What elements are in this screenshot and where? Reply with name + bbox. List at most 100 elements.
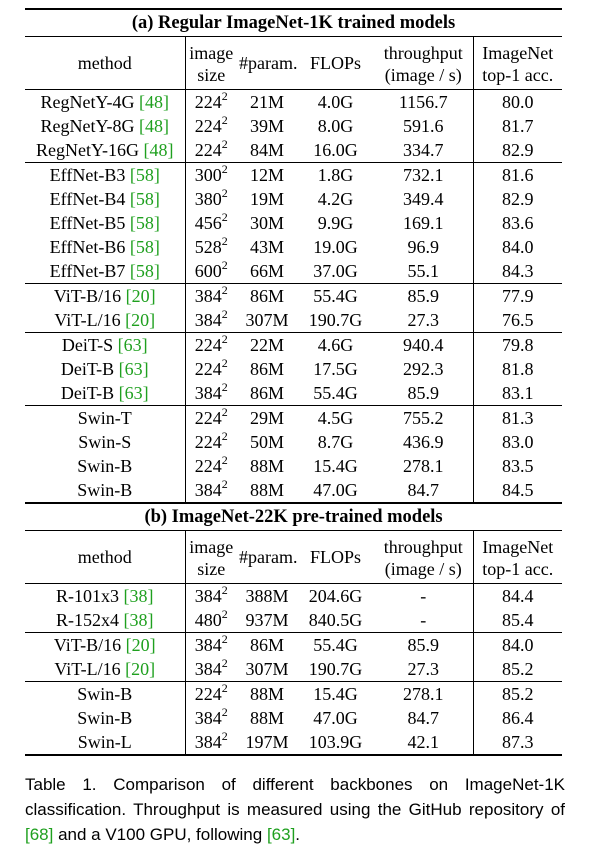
top1-acc-cell: 77.9 [473,283,563,308]
image-resolution: 224 [194,684,222,704]
citation-link[interactable]: [20] [125,635,156,655]
table-row: RegNetY-16G [48] 2242 84M 16.0G 334.7 82.9 [25,138,562,163]
resolution-exponent: 2 [221,656,228,670]
flops-cell: 8.7G [317,432,354,452]
params-cell: 22M [237,332,297,357]
citation-link[interactable]: [58] [129,261,160,281]
citation-link[interactable]: [20] [125,659,156,679]
citation-link[interactable]: [38] [123,586,154,606]
flops-cell: 1.8G [297,162,374,187]
top1-acc-cell: 81.7 [502,116,534,136]
method-cell: DeiT-B [63] [25,357,186,381]
top1-acc-cell: 85.2 [473,681,563,706]
method-cell: ViT-L/16 [20] [25,308,186,333]
citation-link[interactable]: [63] [118,383,149,403]
image-resolution: 600 [194,261,222,281]
citation-link[interactable]: [63] [117,335,148,355]
table-row: Swin-B 3842 88M 47.0G 84.7 86.4 [25,706,562,730]
citation-number: 20 [131,635,150,655]
method-name: RegNetY-16G [36,140,139,160]
params-cell: 86M [237,283,297,308]
column-header-row: method image size #param. FLOPs throughput (im… [25,530,563,584]
citation-number: 48 [144,92,163,112]
citation-link[interactable]: [58] [129,165,160,185]
method-name: EffNet-B3 [49,165,126,185]
resolution-exponent: 2 [221,429,228,443]
method-name: EffNet-B7 [49,261,126,281]
citation-link[interactable]: [38] [123,610,154,630]
citation-link[interactable]: [58] [129,237,160,257]
caption-citation-link[interactable]: [63] [266,825,296,844]
image-size-cell: 3842 [185,730,237,756]
citation-link[interactable]: [63] [118,359,149,379]
top1-acc-cell: 81.3 [473,405,563,430]
method-name: Swin-T [77,408,132,428]
image-resolution: 528 [194,237,222,257]
header-flops: FLOPs [297,36,374,90]
citation-link[interactable]: [20] [125,310,156,330]
column-header-row: method image size #param. FLOPs throughput (im… [25,36,563,90]
method-cell: EffNet-B4 [58] [25,187,186,211]
resolution-exponent: 2 [221,380,228,394]
method-cell: Swin-B [25,681,186,706]
image-resolution: 224 [194,140,222,160]
citation-link[interactable]: [48] [138,92,169,112]
params-cell: 43M [249,237,284,257]
flops-cell: 190.7G [308,659,363,679]
table-row: EffNet-B7 [58] 6002 66M 37.0G 55.1 84.3 [25,259,562,284]
header-flops: FLOPs [297,530,374,584]
citation-link[interactable]: [58] [129,213,160,233]
caption-citation-link[interactable]: [68] [25,825,54,844]
top1-acc-cell: 84.3 [502,261,534,281]
citation-link[interactable]: [48] [143,140,174,160]
resolution-exponent: 2 [221,632,228,646]
citation-link[interactable]: [20] [125,286,156,306]
top1-acc-cell: 84.0 [502,237,534,257]
method-cell: EffNet-B6 [58] [25,235,186,259]
caption-text: and a V100 GPU, following [53,825,267,844]
method-cell: RegNetY-16G [48] [25,138,186,163]
image-resolution: 224 [194,408,222,428]
section-title: (a) Regular ImageNet-1K trained models [25,8,563,37]
resolution-exponent: 2 [221,162,228,176]
flops-cell: 17.5G [313,359,358,379]
method-name: Swin-B [77,708,133,728]
table-row: Swin-L 3842 197M 103.9G 42.1 87.3 [25,730,563,756]
throughput-cell: 436.9 [374,430,474,454]
image-resolution: 384 [194,659,222,679]
citation-number: 63 [124,359,143,379]
method-name: ViT-B/16 [53,286,122,306]
header-image-size-line1: image [189,537,234,557]
method-cell: EffNet-B5 [58] [25,211,186,235]
flops-cell: 15.4G [297,681,374,706]
citation-link[interactable]: [58] [129,189,160,209]
citation-number: 58 [135,237,154,257]
top1-acc-cell: 83.1 [502,383,534,403]
header-top1-acc: ImageNet top-1 acc. [473,36,563,90]
method-name: ViT-L/16 [54,310,121,330]
throughput-cell: 96.9 [374,235,474,259]
params-cell: 12M [237,162,297,187]
method-cell: RegNetY-4G [48] [25,89,186,114]
params-cell: 19M [249,189,284,209]
throughput-cell: 940.4 [374,332,474,357]
image-size-cell: 4562 [185,211,237,235]
resolution-exponent: 2 [221,137,228,151]
header-acc-line2: top-1 acc. [482,559,554,579]
image-size-cell: 3842 [185,308,237,333]
table-row: EffNet-B3 [58] 3002 12M 1.8G 732.1 81.6 [25,162,563,187]
params-cell: 88M [237,681,297,706]
image-resolution: 384 [194,480,222,500]
table-row: Swin-B 3842 88M 47.0G 84.7 84.5 [25,478,562,503]
top1-acc-cell: 79.8 [473,332,563,357]
header-acc-line1: ImageNet [482,43,554,63]
method-name: R-101x3 [56,586,119,606]
flops-cell: 47.0G [313,708,358,728]
table-row: RegNetY-8G [48] 2242 39M 8.0G 591.6 81.7 [25,114,562,138]
params-cell: 86M [237,632,297,657]
method-name: ViT-B/16 [53,635,122,655]
throughput-cell: 27.3 [374,308,474,333]
citation-link[interactable]: [48] [138,116,169,136]
top1-acc-cell: 81.6 [473,162,563,187]
throughput-cell: 84.7 [374,478,474,503]
